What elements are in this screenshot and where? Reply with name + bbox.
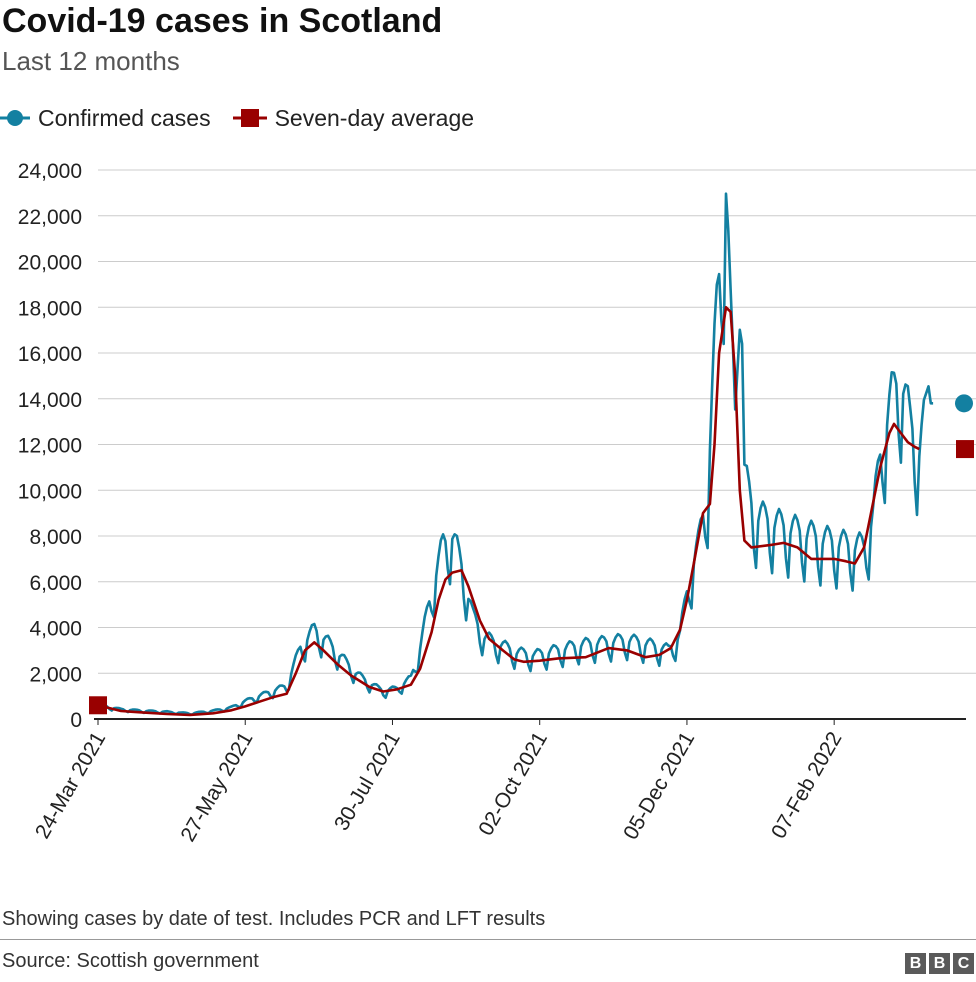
bbc-logo: B B C — [905, 953, 974, 974]
series-end-marker-confirmed-cases — [955, 394, 973, 413]
y-tick-label: 22,000 — [18, 206, 82, 229]
series-end-marker-seven-day-average — [956, 440, 974, 459]
x-tick-label: 05-Dec 2021 — [619, 728, 699, 844]
y-tick-label: 10,000 — [18, 480, 82, 503]
bbc-logo-block: B — [905, 953, 926, 974]
legend-circle-marker-icon — [0, 110, 30, 126]
y-tick-label: 16,000 — [18, 343, 82, 366]
chart-source: Source: Scottish government — [2, 950, 259, 972]
x-tick-label: 30-Jul 2021 — [330, 728, 405, 835]
series-start-marker-seven-day-average — [89, 696, 107, 715]
x-tick-label: 02-Oct 2021 — [474, 728, 552, 840]
series-line-seven-day-average — [97, 306, 920, 717]
legend-item-confirmed-cases[interactable]: Confirmed cases — [0, 105, 211, 132]
y-tick-label: 12,000 — [18, 435, 82, 458]
y-tick-label: 8,000 — [29, 526, 82, 549]
y-tick-label: 14,000 — [18, 389, 82, 412]
y-tick-label: 18,000 — [18, 297, 82, 320]
chart-footnote: Showing cases by date of test. Includes … — [2, 908, 546, 930]
y-tick-label: 2,000 — [29, 663, 82, 686]
legend-label-seven-day-average: Seven-day average — [274, 104, 475, 131]
chart-title: Covid-19 cases in Scotland — [2, 2, 443, 40]
y-tick-label: 0 — [70, 709, 82, 732]
bbc-logo-block: B — [929, 953, 950, 974]
legend-item-seven-day-average[interactable]: Seven-day average — [232, 104, 475, 132]
cases-line-chart: 0 2,000 4,000 6,000 8,000 10,000 12,000 14,000 1… — [18, 160, 976, 846]
legend-square-marker-icon — [232, 109, 267, 127]
chart-subtitle: Last 12 months — [2, 46, 180, 76]
chart-legend: Confirmed cases Seven-day average — [0, 102, 496, 134]
y-tick-label: 24,000 — [18, 160, 82, 183]
y-tick-label: 20,000 — [18, 252, 82, 275]
legend-label-confirmed-cases: Confirmed cases — [38, 104, 211, 131]
footer-divider — [0, 939, 976, 940]
x-tick-label: 27-May 2021 — [176, 728, 257, 846]
y-tick-label: 4,000 — [29, 618, 82, 641]
bbc-logo-block: C — [953, 953, 974, 974]
series-line-confirmed-cases — [97, 192, 934, 716]
y-tick-label: 6,000 — [29, 572, 82, 595]
x-tick-label: 07-Feb 2022 — [767, 728, 846, 843]
x-tick-label: 24-Mar 2021 — [31, 728, 110, 843]
